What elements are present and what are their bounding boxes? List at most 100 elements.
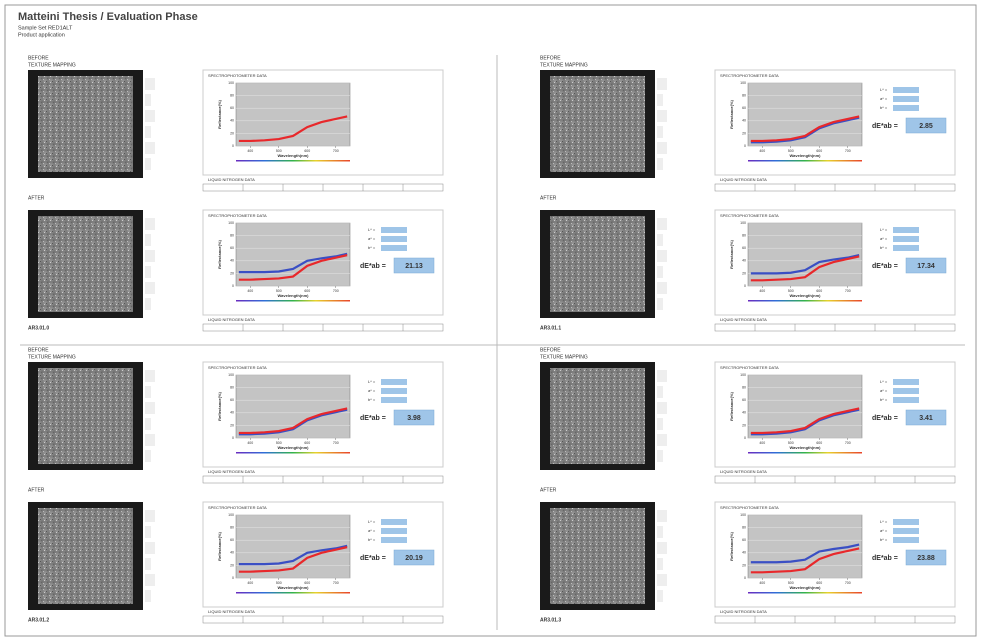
scale-mark bbox=[145, 266, 151, 278]
x-tick-label: 400 bbox=[759, 441, 765, 445]
delta-e-value: 3.98 bbox=[407, 415, 421, 422]
scale-mark bbox=[657, 234, 663, 246]
scale-mark bbox=[657, 590, 663, 602]
y-tick-label: 80 bbox=[230, 526, 234, 530]
delta-e-label: dE*ab = bbox=[872, 555, 898, 562]
color-label: L* = bbox=[880, 227, 888, 232]
color-label: b* = bbox=[368, 537, 376, 542]
color-value-box bbox=[893, 397, 919, 403]
scale-mark bbox=[145, 418, 151, 430]
y-tick-label: 80 bbox=[230, 234, 234, 238]
section-subheading: TEXTURE MAPPING bbox=[540, 62, 588, 68]
x-tick-label: 700 bbox=[845, 441, 851, 445]
x-axis-label: Wavelength(nm) bbox=[278, 445, 310, 450]
sample-texture bbox=[550, 76, 645, 172]
scale-mark bbox=[145, 526, 151, 538]
y-axis-label: Reflectance(%) bbox=[217, 532, 222, 561]
y-tick-label: 0 bbox=[232, 576, 234, 580]
section-heading: AFTER bbox=[28, 195, 45, 201]
color-value-box bbox=[893, 537, 919, 543]
section-heading: BEFORE bbox=[540, 55, 561, 61]
sample-texture bbox=[38, 508, 133, 604]
spectrum-bar bbox=[748, 300, 862, 302]
y-axis-label: Reflectance(%) bbox=[217, 392, 222, 421]
x-axis-label: Wavelength(nm) bbox=[790, 293, 822, 298]
x-axis-label: Wavelength(nm) bbox=[790, 445, 822, 450]
color-value-box bbox=[381, 388, 407, 394]
delta-e-label: dE*ab = bbox=[360, 415, 386, 422]
sample-label: AR3.01.1 bbox=[540, 325, 561, 331]
subtitle: Product application bbox=[18, 32, 65, 38]
x-tick-label: 400 bbox=[759, 149, 765, 153]
x-tick-label: 400 bbox=[247, 289, 253, 293]
x-tick-label: 700 bbox=[845, 149, 851, 153]
delta-e-label: dE*ab = bbox=[360, 263, 386, 270]
scale-mark bbox=[657, 558, 663, 570]
scale-mark bbox=[145, 370, 155, 382]
color-value-box bbox=[381, 379, 407, 385]
y-axis-label: Reflectance(%) bbox=[729, 100, 734, 129]
y-tick-label: 40 bbox=[230, 259, 234, 263]
sample-label: AR3.01.3 bbox=[540, 617, 561, 623]
y-tick-label: 100 bbox=[228, 513, 234, 517]
y-tick-label: 100 bbox=[228, 373, 234, 377]
color-label: b* = bbox=[880, 397, 888, 402]
delta-e-value: 17.34 bbox=[917, 263, 935, 270]
scale-mark bbox=[657, 266, 663, 278]
delta-e-value: 3.41 bbox=[919, 415, 933, 422]
color-value-box bbox=[381, 528, 407, 534]
sample-texture bbox=[38, 76, 133, 172]
scale-mark bbox=[657, 94, 663, 106]
x-axis-label: Wavelength(nm) bbox=[278, 585, 310, 590]
scale-mark bbox=[145, 298, 151, 310]
x-axis-label: Wavelength(nm) bbox=[278, 293, 310, 298]
color-value-box bbox=[893, 388, 919, 394]
color-label: a* = bbox=[880, 236, 888, 241]
y-tick-label: 20 bbox=[742, 563, 746, 567]
y-tick-label: 60 bbox=[742, 106, 746, 110]
color-label: a* = bbox=[368, 236, 376, 241]
y-tick-label: 20 bbox=[742, 271, 746, 275]
color-value-box bbox=[893, 379, 919, 385]
y-tick-label: 80 bbox=[742, 526, 746, 530]
color-label: b* = bbox=[880, 245, 888, 250]
chart-heading: SPECTROPHOTOMETER DATA bbox=[720, 73, 779, 78]
color-label: a* = bbox=[368, 388, 376, 393]
color-label: b* = bbox=[368, 397, 376, 402]
y-tick-label: 0 bbox=[232, 436, 234, 440]
y-axis-label: Reflectance(%) bbox=[729, 392, 734, 421]
table-heading: LIQUID NITROGEN DATA bbox=[720, 609, 767, 614]
spectrum-bar bbox=[748, 452, 862, 454]
delta-e-label: dE*ab = bbox=[872, 263, 898, 270]
y-tick-label: 40 bbox=[742, 551, 746, 555]
scale-mark bbox=[657, 510, 667, 522]
scale-mark bbox=[145, 450, 151, 462]
color-label: L* = bbox=[368, 519, 376, 524]
scale-mark bbox=[657, 158, 663, 170]
y-tick-label: 100 bbox=[740, 373, 746, 377]
section-heading: AFTER bbox=[540, 195, 557, 201]
y-tick-label: 80 bbox=[742, 94, 746, 98]
scale-mark bbox=[657, 402, 667, 414]
table-heading: LIQUID NITROGEN DATA bbox=[208, 609, 255, 614]
y-tick-label: 20 bbox=[230, 131, 234, 135]
y-axis-label: Reflectance(%) bbox=[729, 240, 734, 269]
scale-mark bbox=[145, 434, 155, 446]
color-label: a* = bbox=[880, 388, 888, 393]
y-tick-label: 100 bbox=[740, 81, 746, 85]
color-label: L* = bbox=[880, 519, 888, 524]
y-tick-label: 60 bbox=[230, 246, 234, 250]
color-label: L* = bbox=[368, 227, 376, 232]
y-tick-label: 60 bbox=[230, 398, 234, 402]
delta-e-label: dE*ab = bbox=[360, 555, 386, 562]
color-label: a* = bbox=[880, 96, 888, 101]
scale-mark bbox=[145, 402, 155, 414]
table-heading: LIQUID NITROGEN DATA bbox=[208, 469, 255, 474]
color-value-box bbox=[893, 105, 919, 111]
chart-heading: SPECTROPHOTOMETER DATA bbox=[720, 505, 779, 510]
scale-mark bbox=[145, 542, 155, 554]
color-label: L* = bbox=[880, 87, 888, 92]
scale-mark bbox=[657, 78, 667, 90]
color-label: a* = bbox=[880, 528, 888, 533]
scale-mark bbox=[145, 126, 151, 138]
